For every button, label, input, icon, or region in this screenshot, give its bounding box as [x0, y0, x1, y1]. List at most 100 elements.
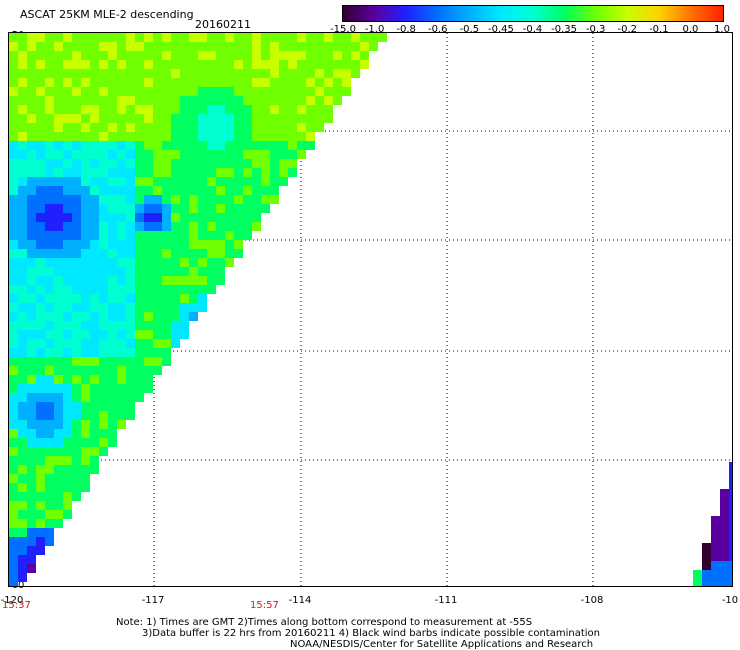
swath-cell — [99, 438, 108, 447]
swath-cell — [99, 429, 108, 438]
swath-cell — [171, 87, 180, 96]
swath-cell — [108, 231, 117, 240]
swath-cell — [63, 87, 72, 96]
swath-cell — [81, 69, 90, 78]
swath-cell — [207, 42, 216, 51]
swath-cell — [117, 204, 126, 213]
swath-cell — [225, 123, 234, 132]
swath-cell — [27, 438, 36, 447]
swath-cell — [72, 285, 81, 294]
swath-cell — [63, 60, 72, 69]
swath-cell — [90, 285, 99, 294]
swath-cell — [72, 51, 81, 60]
swath-cell — [54, 69, 63, 78]
swath-cell — [234, 33, 243, 42]
swath-cell — [27, 33, 36, 42]
swath-cell — [18, 33, 27, 42]
swath-cell — [27, 141, 36, 150]
swath-cell — [99, 42, 108, 51]
swath-cell — [333, 78, 342, 87]
swath-cell — [153, 87, 162, 96]
swath-cell — [72, 78, 81, 87]
swath-cell — [45, 375, 54, 384]
swath-cell — [90, 312, 99, 321]
swath-cell — [252, 159, 261, 168]
swath-cell — [81, 60, 90, 69]
swath-cell — [180, 312, 189, 321]
swath-cell — [720, 516, 729, 525]
swath-cell — [45, 339, 54, 348]
footnote-line-2: 3)Data buffer is 22 hrs from 20160211 4)… — [142, 628, 600, 639]
swath-cell — [171, 150, 180, 159]
swath-cell — [72, 465, 81, 474]
swath-cell — [288, 150, 297, 159]
swath-cell — [27, 168, 36, 177]
swath-cell — [198, 240, 207, 249]
swath-cell — [297, 132, 306, 141]
swath-cell — [180, 96, 189, 105]
swath-cell — [180, 204, 189, 213]
swath-cell — [234, 222, 243, 231]
swath-cell — [108, 330, 117, 339]
swath-cell — [144, 240, 153, 249]
swath-cell — [18, 546, 27, 555]
swath-cell — [9, 465, 18, 474]
swath-cell — [252, 87, 261, 96]
swath-cell — [198, 204, 207, 213]
swath-cell — [108, 294, 117, 303]
swath-cell — [270, 159, 279, 168]
swath-cell — [225, 51, 234, 60]
swath-cell — [81, 168, 90, 177]
swath-cell — [18, 258, 27, 267]
swath-cell — [108, 141, 117, 150]
swath-cell — [9, 159, 18, 168]
swath-cell — [27, 249, 36, 258]
swath-cell — [45, 159, 54, 168]
swath-cell — [63, 420, 72, 429]
swath-cell — [144, 303, 153, 312]
swath-cell — [117, 51, 126, 60]
swath-cell — [27, 258, 36, 267]
swath-cell — [342, 60, 351, 69]
swath-cell — [36, 267, 45, 276]
swath-cell — [270, 141, 279, 150]
swath-cell — [45, 519, 54, 528]
swath-cell — [126, 240, 135, 249]
swath-cell — [261, 141, 270, 150]
swath-cell — [99, 51, 108, 60]
swath-cell — [252, 213, 261, 222]
swath-cell — [729, 489, 732, 498]
swath-cell — [225, 240, 234, 249]
swath-cell — [189, 33, 198, 42]
swath-cell — [54, 294, 63, 303]
swath-cell — [54, 312, 63, 321]
swath-cell — [72, 105, 81, 114]
swath-cell — [288, 132, 297, 141]
swath-cell — [27, 231, 36, 240]
swath-cell — [54, 159, 63, 168]
swath-cell — [45, 402, 54, 411]
swath-cell — [72, 96, 81, 105]
swath-cell — [135, 348, 144, 357]
swath-cell — [63, 132, 72, 141]
swath-cell — [243, 204, 252, 213]
swath-cell — [693, 579, 702, 586]
swath-cell — [144, 249, 153, 258]
swath-cell — [234, 51, 243, 60]
swath-cell — [45, 312, 54, 321]
swath-cell — [360, 42, 369, 51]
swath-cell — [54, 438, 63, 447]
swath-cell — [63, 321, 72, 330]
swath-cell — [207, 204, 216, 213]
swath-cell — [198, 60, 207, 69]
swath-cell — [90, 303, 99, 312]
swath-cell — [225, 132, 234, 141]
swath-cell — [198, 258, 207, 267]
swath-cell — [135, 303, 144, 312]
swath-cell — [171, 321, 180, 330]
swath-cell — [162, 330, 171, 339]
swath-cell — [693, 570, 702, 579]
swath-cell — [198, 33, 207, 42]
swath-cell — [27, 105, 36, 114]
swath-cell — [207, 249, 216, 258]
